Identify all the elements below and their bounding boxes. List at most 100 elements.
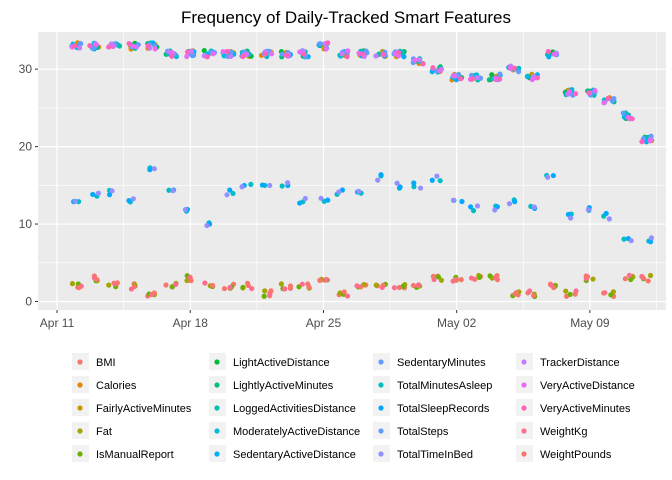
data-point	[109, 188, 115, 194]
data-point	[283, 52, 290, 58]
x-axis-tick-labels: Apr 11 Apr 18 Apr 25 May 02 May 09	[40, 310, 610, 330]
data-point	[345, 48, 351, 54]
data-point	[69, 281, 76, 287]
data-point	[515, 69, 522, 75]
data-point	[297, 49, 303, 55]
data-point	[526, 288, 533, 294]
data-point	[492, 207, 498, 213]
x-tick-label: Apr 11	[40, 316, 75, 330]
data-point	[434, 173, 440, 179]
data-point	[373, 282, 379, 288]
legend-label: SedentaryMinutes	[397, 357, 486, 369]
data-point	[268, 288, 274, 294]
data-point	[603, 210, 609, 217]
data-point	[282, 286, 288, 292]
data-point	[563, 288, 569, 294]
data-point	[297, 200, 303, 206]
y-tick-label: 10	[19, 217, 33, 231]
data-point	[380, 282, 386, 289]
legend-label: TotalSteps	[397, 426, 449, 438]
data-point	[126, 40, 132, 47]
data-point	[567, 291, 573, 297]
data-point	[131, 284, 137, 290]
data-point	[204, 54, 210, 60]
data-point	[647, 272, 654, 279]
data-point	[323, 276, 329, 283]
data-point	[184, 49, 191, 55]
data-point	[94, 276, 100, 283]
data-points	[69, 40, 655, 300]
data-point	[189, 48, 195, 54]
data-point	[145, 43, 151, 49]
data-point	[395, 49, 402, 55]
data-point	[450, 197, 457, 203]
data-point	[470, 208, 477, 214]
data-point	[494, 272, 500, 279]
data-point	[585, 207, 592, 213]
data-point	[339, 51, 345, 57]
data-point	[459, 198, 465, 205]
data-point	[534, 75, 541, 81]
data-point	[239, 184, 245, 190]
data-point	[529, 76, 535, 83]
data-point	[396, 284, 402, 291]
legend-key	[77, 359, 83, 365]
data-point	[363, 48, 369, 54]
data-point	[611, 96, 617, 102]
legend-label: SedentaryActiveDistance	[233, 449, 356, 461]
data-point	[648, 235, 655, 241]
data-point	[450, 73, 456, 79]
data-point	[511, 65, 517, 71]
legend-key	[77, 382, 83, 388]
data-point	[210, 51, 216, 57]
data-point	[512, 199, 518, 205]
data-point	[243, 51, 250, 57]
legend-key	[378, 382, 384, 388]
data-point	[373, 53, 379, 59]
data-point	[261, 293, 267, 299]
data-point	[106, 282, 112, 288]
data-point	[437, 178, 443, 184]
data-point	[530, 292, 537, 299]
data-point	[72, 43, 78, 49]
chart-title: Frequency of Daily-Tracked Smart Feature…	[181, 8, 511, 27]
data-point	[259, 182, 266, 188]
data-point	[497, 71, 503, 77]
data-point	[224, 192, 230, 198]
legend-key	[77, 428, 83, 434]
data-point	[166, 187, 172, 193]
data-point	[545, 48, 551, 55]
legend-label: TrackerDistance	[540, 357, 620, 369]
data-point	[170, 188, 176, 194]
data-point	[210, 282, 216, 289]
legend-key	[77, 451, 83, 457]
data-point	[317, 41, 323, 47]
data-point	[573, 91, 579, 97]
data-point	[620, 110, 626, 116]
data-point	[430, 273, 436, 280]
data-point	[336, 189, 342, 195]
data-point	[76, 45, 83, 51]
data-point	[318, 195, 324, 201]
legend-label: VeryActiveMinutes	[540, 403, 631, 415]
data-point	[130, 43, 136, 49]
data-point	[325, 40, 331, 46]
data-point	[375, 177, 381, 183]
data-point	[606, 216, 612, 222]
data-point	[262, 51, 268, 57]
x-tick-label: May 09	[570, 316, 610, 330]
data-point	[151, 290, 157, 296]
data-point	[410, 282, 416, 289]
data-point	[90, 191, 96, 198]
data-point	[605, 95, 611, 102]
data-point	[420, 61, 426, 67]
data-point	[299, 281, 305, 287]
data-point	[438, 277, 444, 283]
data-point	[344, 293, 351, 299]
data-point	[356, 188, 362, 194]
legend-label: TotalSleepRecords	[397, 403, 490, 415]
data-point	[590, 276, 596, 282]
data-point	[240, 53, 246, 60]
data-point	[325, 197, 331, 203]
data-point	[622, 276, 628, 282]
